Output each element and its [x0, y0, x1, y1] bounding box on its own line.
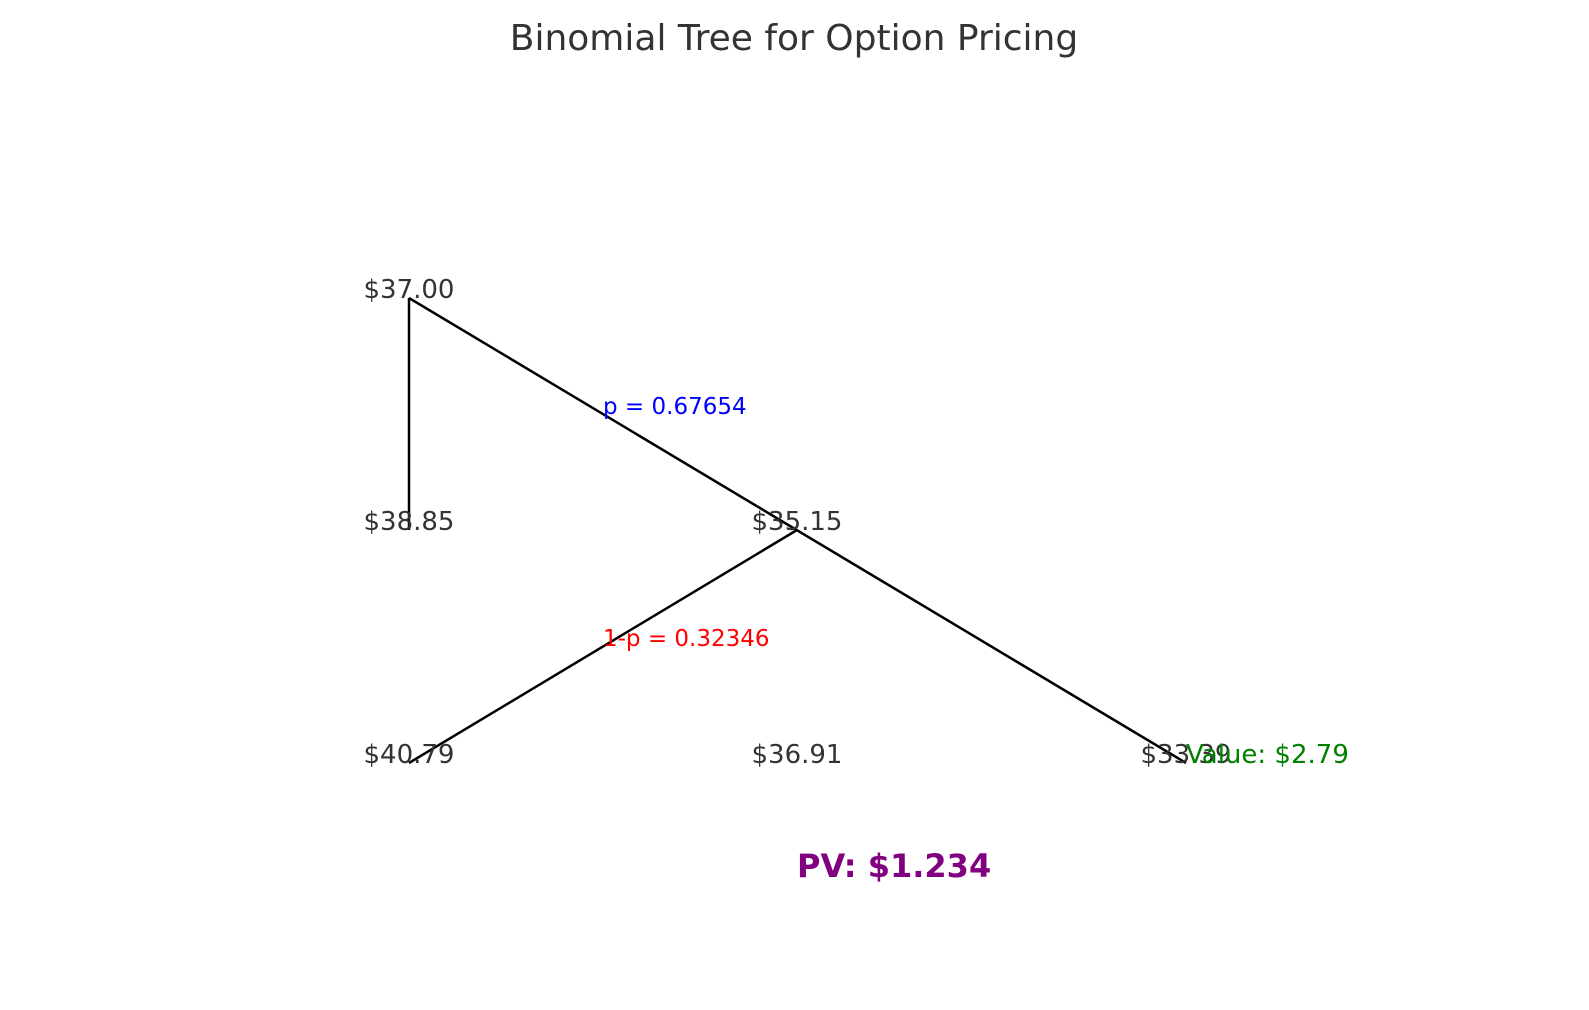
edge-middle-to-bottom-left [408, 528, 798, 765]
diagram-title: Binomial Tree for Option Pricing [510, 18, 1078, 59]
up-probability-label: p = 0.67654 [603, 394, 747, 420]
node-step2-up-up: $40.79 [364, 740, 455, 770]
node-step0-root: $37.00 [364, 275, 455, 305]
edge-root-to-bottom-right [408, 296, 1187, 765]
node-step2-up-down: $36.91 [752, 740, 843, 770]
node-step1-down: $35.15 [752, 507, 843, 537]
present-value-label: PV: $1.234 [797, 847, 991, 885]
terminal-value-label: Value: $2.79 [1186, 740, 1349, 770]
node-step1-up: $38.85 [364, 507, 455, 537]
node-step2-down-down: $33.39 [1141, 740, 1232, 770]
down-probability-label: 1-p = 0.32346 [603, 626, 770, 652]
